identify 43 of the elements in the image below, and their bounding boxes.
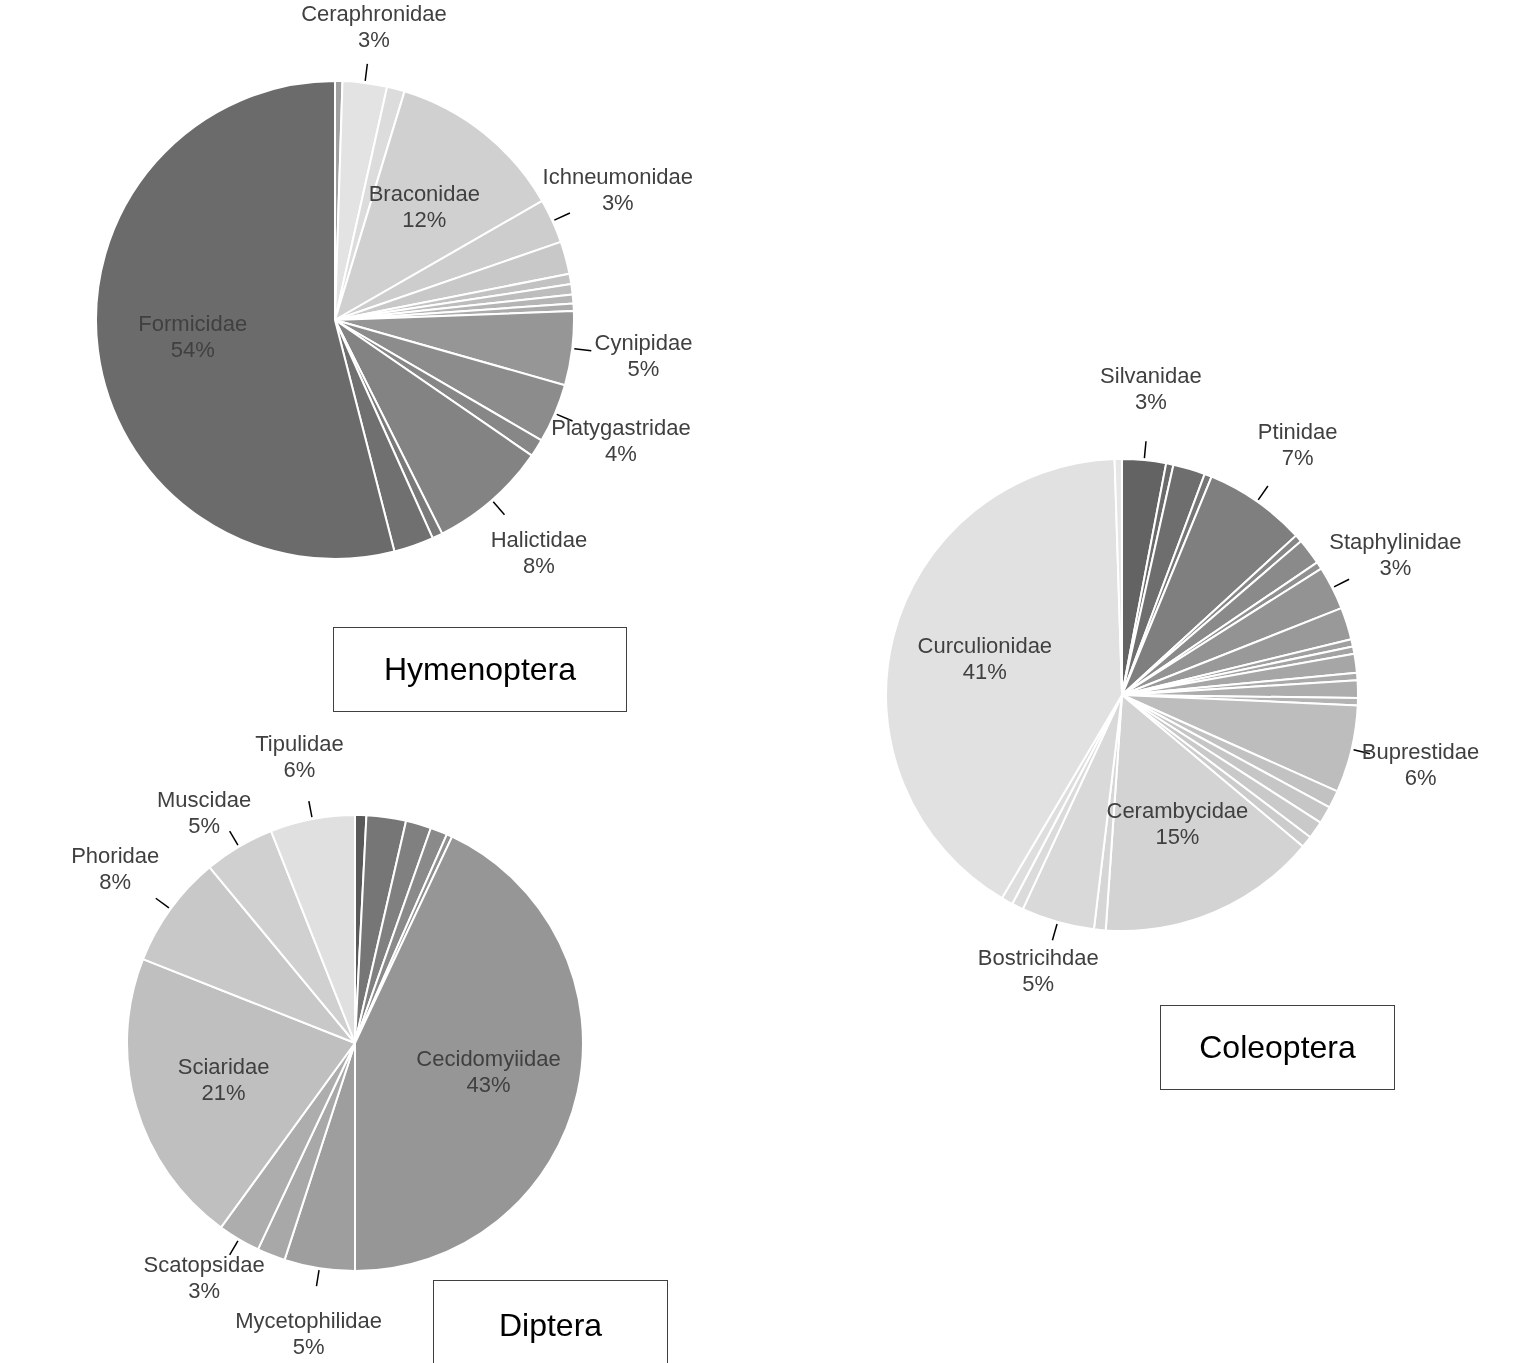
data-label: 5%	[188, 813, 221, 839]
data-label: 21%	[201, 1080, 246, 1106]
slice-label: Cynipidae	[594, 330, 693, 356]
data-label: 15%	[1155, 824, 1200, 850]
data-label: 5%	[627, 356, 660, 382]
data-label: 5%	[292, 1334, 325, 1360]
slice-label: Halictidae	[490, 527, 588, 553]
slice-label: Tipulidae	[255, 731, 344, 757]
data-label: 4%	[605, 440, 637, 466]
data-label: 8%	[523, 553, 555, 579]
slice-label: Muscidae	[157, 787, 252, 813]
data-label: 6%	[283, 757, 316, 783]
slice-label: Platygastridae	[551, 414, 691, 440]
data-label: 5%	[1022, 971, 1055, 997]
slice-label: Bostricihdae	[977, 945, 1099, 971]
slice-label: Ceraphronidae	[301, 1, 447, 27]
slice-label: Mycetophilidae	[235, 1308, 383, 1334]
data-label: 3%	[1379, 554, 1412, 580]
slice-label: Cerambycidae	[1106, 798, 1249, 824]
slice-label: Ichneumonidae	[542, 164, 693, 190]
slice-label: Curculionidae	[917, 632, 1053, 658]
slice-label: Buprestidae	[1361, 738, 1480, 764]
text: Diptera	[433, 1280, 668, 1363]
data-label: 12%	[402, 206, 447, 232]
slice-label: Staphylinidae	[1329, 528, 1462, 554]
slice-label: Silvanidae	[1100, 362, 1202, 388]
slice-label: Cecidomyiidae	[416, 1045, 561, 1071]
slice-label: Phoridae	[71, 843, 160, 869]
data-label: 7%	[1281, 444, 1314, 470]
slice-label: Scatopsidae	[143, 1252, 265, 1278]
data-label: 3%	[1134, 388, 1167, 414]
data-label: 6%	[1404, 764, 1437, 790]
text: Coleoptera	[1160, 1005, 1395, 1090]
data-label: 3%	[188, 1278, 221, 1304]
text: Hymenoptera	[333, 627, 627, 712]
slice-label: Sciaridae	[177, 1054, 270, 1080]
slice-label: Braconidae	[368, 180, 480, 206]
data-label: 41%	[962, 658, 1007, 684]
data-label: 8%	[99, 869, 132, 895]
data-label: 3%	[601, 190, 634, 216]
data-label: 43%	[466, 1071, 511, 1097]
data-label: 3%	[358, 27, 390, 53]
slice-label: Ptinidae	[1257, 418, 1338, 444]
